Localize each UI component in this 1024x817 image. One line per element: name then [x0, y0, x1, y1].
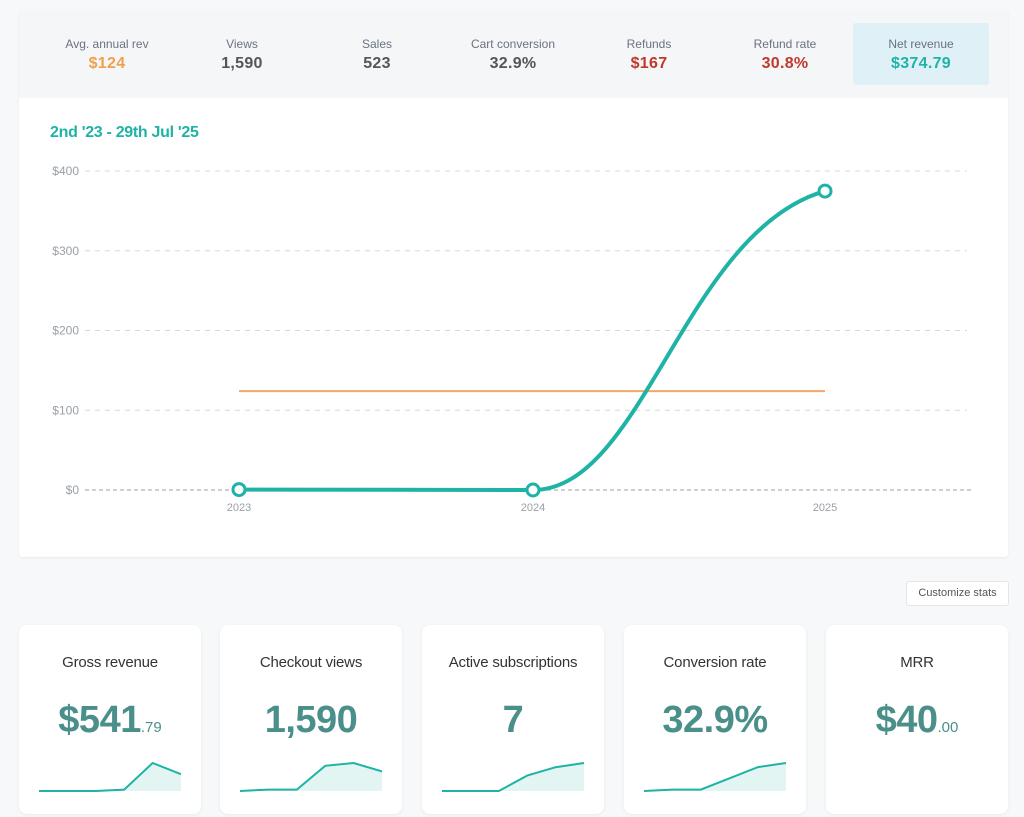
sparkline-area	[39, 763, 181, 791]
metric-label: Sales	[361, 37, 393, 51]
stat-card-checkout-views[interactable]: Checkout views 1,590	[220, 625, 402, 814]
metric-value: $124	[88, 55, 126, 72]
stat-value: 32.9%	[624, 699, 806, 742]
sparkline	[39, 761, 182, 792]
sparkline	[442, 762, 585, 792]
stat-value-main: $541	[58, 699, 141, 741]
metric-value: 523	[363, 55, 391, 72]
stat-title: Conversion rate	[663, 654, 767, 671]
data-point	[231, 482, 247, 498]
stat-value-main: 1,590	[264, 699, 358, 741]
stat-value-main: $40	[875, 699, 938, 741]
stat-card-mrr[interactable]: MRR $40.00	[826, 625, 1008, 814]
sparkline-area	[644, 763, 786, 791]
sparkline	[643, 762, 787, 792]
stat-card-active-subscriptions[interactable]: Active subscriptions 7	[422, 625, 604, 814]
x-tick-label: 2024	[521, 502, 545, 514]
stat-title: Checkout views	[259, 654, 363, 671]
metric-label: Refunds	[626, 37, 672, 51]
stat-value-main: 32.9%	[662, 699, 768, 741]
y-tick-label: $100	[52, 403, 79, 417]
metric-label: Avg. annual rev	[65, 37, 149, 51]
metric-value: $167	[630, 55, 668, 72]
stat-title: Gross revenue	[62, 654, 158, 671]
metric-cart-conversion[interactable]: Cart conversion 32.9%	[445, 23, 581, 85]
sparkline-line	[442, 762, 585, 792]
metric-label: Refund rate	[753, 37, 817, 51]
sparkline-line	[39, 761, 182, 792]
sparkline-line	[239, 761, 383, 792]
revenue-chart-card: Avg. annual rev $124 Views 1,590 Sales 5…	[19, 10, 1008, 557]
summary-metrics-bar: Avg. annual rev $124 Views 1,590 Sales 5…	[19, 10, 1008, 98]
y-tick-label: $300	[52, 244, 79, 258]
metric-value: 30.8%	[761, 55, 809, 72]
stat-value-main: 7	[502, 699, 524, 741]
stat-value-cents: .00	[937, 719, 959, 736]
stat-card-conversion-rate[interactable]: Conversion rate 32.9%	[624, 625, 806, 814]
sparkline-area	[442, 763, 584, 791]
x-tick-label: 2023	[227, 502, 251, 514]
stat-value: 7	[422, 699, 604, 742]
data-point	[525, 482, 541, 498]
stat-title: MRR	[900, 654, 934, 671]
metric-label: Cart conversion	[470, 37, 556, 51]
metric-avg-annual-rev[interactable]: Avg. annual rev $124	[39, 23, 175, 85]
sparkline	[239, 761, 383, 792]
net-revenue-line-chart: $0 $100 $200 $300 $400 2023 2024 2025	[52, 164, 971, 514]
x-tick-label: 2025	[813, 502, 837, 514]
metric-label: Net revenue	[888, 37, 954, 51]
stat-value: $40.00	[826, 699, 1008, 742]
metric-value: $374.79	[891, 55, 951, 72]
metric-net-revenue[interactable]: Net revenue $374.79	[853, 23, 989, 85]
chart-date-range[interactable]: 2nd '23 - 29th Jul '25	[50, 124, 199, 141]
sparkline-line	[643, 762, 787, 792]
net-revenue-series-line	[237, 189, 827, 493]
metric-value: 32.9%	[489, 55, 537, 72]
data-point	[817, 183, 833, 199]
stat-value: $541.79	[19, 699, 201, 742]
metric-sales[interactable]: Sales 523	[309, 23, 445, 85]
customize-stats-button[interactable]: Customize stats	[906, 581, 1009, 606]
y-tick-label: $0	[66, 483, 80, 497]
sparkline-area	[240, 763, 382, 791]
stat-value: 1,590	[220, 699, 402, 742]
stat-value-cents: .79	[140, 719, 162, 736]
stat-card-gross-revenue[interactable]: Gross revenue $541.79	[19, 625, 201, 814]
metric-refunds[interactable]: Refunds $167	[581, 23, 717, 85]
metric-refund-rate[interactable]: Refund rate 30.8%	[717, 23, 853, 85]
metric-label: Views	[226, 37, 258, 51]
stat-title: Active subscriptions	[448, 654, 578, 671]
y-tick-label: $200	[52, 324, 79, 338]
metric-value: 1,590	[221, 55, 263, 72]
y-tick-label: $400	[52, 164, 79, 178]
metric-views[interactable]: Views 1,590	[174, 23, 310, 85]
